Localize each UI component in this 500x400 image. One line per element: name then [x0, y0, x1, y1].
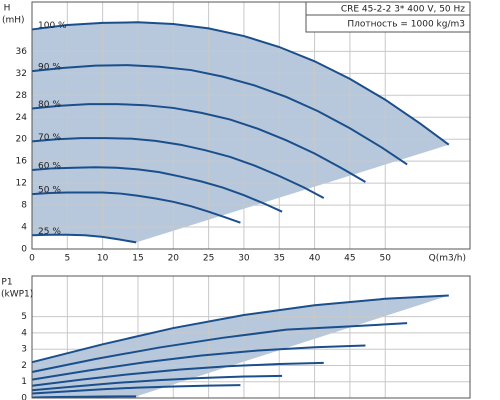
info-text: Плотность = 1000 kg/m3 — [347, 20, 465, 30]
y-tick-label: 2 — [21, 361, 27, 371]
x-tick-label: 30 — [238, 254, 250, 264]
x-tick-label: 0 — [29, 254, 35, 264]
x-tick-label: 15 — [132, 254, 143, 264]
pump-curve — [31, 395, 137, 399]
x-tick-label: 40 — [309, 254, 321, 264]
pump-curve — [31, 191, 241, 224]
operating-area — [32, 22, 449, 243]
y-axis-label: P1 — [1, 278, 12, 288]
y-tick-label: 8 — [21, 201, 27, 211]
x-tick-label: 20 — [168, 254, 180, 264]
plot-frame — [31, 275, 471, 399]
y-tick-label: 12 — [16, 179, 27, 189]
pump-curve — [31, 374, 283, 392]
y-tick-label: 36 — [16, 47, 28, 57]
y-axis-label: H — [4, 4, 11, 14]
y-tick-label: 28 — [16, 91, 28, 101]
y-tick-label: 24 — [16, 113, 28, 123]
pump-curve — [31, 322, 408, 373]
pump-curve — [31, 344, 366, 381]
x-tick-label: 5 — [64, 254, 70, 264]
y-tick-label: 4 — [21, 223, 27, 233]
pump-curve — [31, 384, 241, 395]
pump-curve — [31, 361, 324, 387]
curve-label: 70 % — [38, 133, 61, 143]
x-tick-label: 50 — [379, 254, 391, 264]
y-tick-label: 32 — [16, 69, 27, 79]
x-tick-label: 45 — [344, 254, 355, 264]
y-tick-label: 5 — [21, 312, 27, 322]
x-tick-label: 35 — [274, 254, 285, 264]
info-text: CRE 45-2-2 3* 400 V, 50 Hz — [341, 5, 465, 15]
info-box — [305, 1, 471, 33]
plot-frame — [31, 1, 471, 250]
curve-label: 100 % — [38, 21, 67, 31]
curve-label: 25 % — [38, 227, 61, 237]
y-tick-label: 0 — [21, 245, 27, 255]
curve-label: 60 % — [38, 161, 61, 171]
y-axis-unit: (kWP1) — [1, 290, 33, 300]
pump-curve — [31, 137, 325, 199]
y-tick-label: 16 — [16, 157, 28, 167]
y-axis-unit: (mH) — [2, 16, 25, 26]
pump-curve — [31, 103, 366, 183]
y-tick-label: 1 — [21, 377, 27, 387]
pump-curve — [31, 64, 408, 166]
curve-label: 80 % — [38, 100, 61, 110]
pump-curve — [31, 21, 450, 146]
y-tick-label: 3 — [21, 345, 27, 355]
curve-label: 50 % — [38, 186, 61, 196]
y-tick-label: 0 — [21, 394, 27, 400]
x-tick-label: 10 — [97, 254, 109, 264]
x-tick-label: 25 — [203, 254, 214, 264]
pump-curve — [31, 233, 137, 244]
y-tick-label: 4 — [21, 328, 27, 338]
pump-curve — [31, 166, 283, 213]
pump-curve — [31, 294, 449, 364]
operating-area — [32, 295, 449, 398]
y-tick-label: 20 — [16, 135, 28, 145]
x-axis-label: Q(m3/h) — [429, 254, 466, 264]
curve-label: 90 % — [38, 63, 61, 73]
